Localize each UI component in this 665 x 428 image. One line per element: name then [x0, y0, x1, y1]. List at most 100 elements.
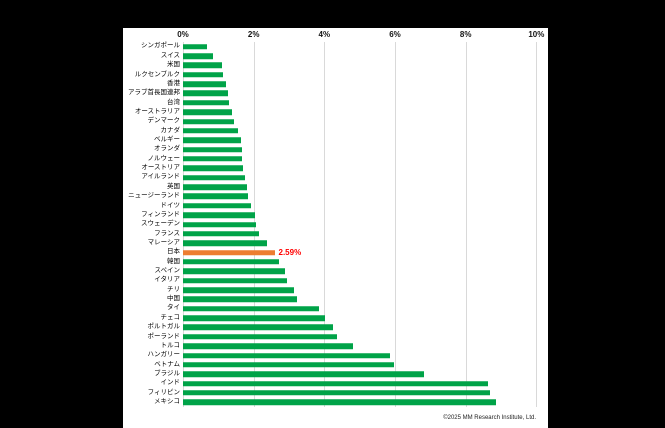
- country-label: オーストリア: [141, 164, 180, 172]
- bar: [183, 90, 228, 97]
- country-label: タイ: [167, 304, 180, 312]
- bar: [183, 212, 255, 218]
- bar-track: [183, 173, 548, 182]
- country-label: イタリア: [154, 276, 180, 284]
- bar: [183, 380, 489, 387]
- bar-row: メキシコ: [123, 398, 548, 407]
- x-axis-tick: 10%: [528, 30, 545, 39]
- highlight-value-label: 2.59%: [278, 247, 302, 257]
- bar: [183, 343, 354, 349]
- bar-track: [183, 164, 548, 173]
- bar: [183, 305, 320, 312]
- bar-row: スイス: [123, 51, 548, 60]
- bar-rows: シンガポール スイス 米国 ルクセンブルク 香港アラブ首長国連邦 台湾 オーストラリアデンマ…: [123, 42, 548, 407]
- country-label: 台湾: [167, 98, 180, 106]
- country-label: 香港: [167, 79, 180, 87]
- bar-row: オーストリア: [123, 164, 548, 173]
- bar-track: [183, 285, 548, 294]
- bar: [183, 399, 497, 406]
- bar-row: ノルウェー: [123, 154, 548, 163]
- bar-row: 米国: [123, 61, 548, 70]
- bar-track: [183, 313, 548, 322]
- bar-track: [183, 210, 548, 219]
- bar-row: ベトナム: [123, 360, 548, 369]
- country-label: ハンガリー: [147, 351, 181, 359]
- bar-row: トルコ: [123, 342, 548, 351]
- x-axis-tick: 4%: [318, 30, 331, 39]
- bar-track: [183, 182, 548, 191]
- gridline: [324, 42, 326, 407]
- country-label: インド: [160, 379, 181, 387]
- gridline: [394, 42, 396, 407]
- chart-panel: 0% 2% 4% 6% 8% 10% シンガポール スイス 米国 ルクセンブルク 香港 アラブ首長国…: [123, 28, 548, 428]
- bar-track: [183, 267, 548, 276]
- bar-track: [183, 239, 548, 248]
- bar-track: [183, 70, 548, 79]
- bar-track: [183, 257, 548, 266]
- bar: [183, 72, 224, 78]
- bar: [183, 100, 229, 106]
- country-label: 日本: [167, 248, 180, 256]
- bar: [183, 203, 251, 209]
- country-label: チリ: [167, 285, 180, 293]
- bar-row: デンマーク: [123, 117, 548, 126]
- x-axis-tick: 0%: [177, 30, 189, 39]
- country-label: ブラジル: [154, 370, 180, 377]
- bar-row: ルクセンブルク: [123, 70, 548, 79]
- country-label: ニュージーランド: [128, 192, 180, 200]
- bar: [183, 62, 222, 69]
- bar: [183, 109, 232, 115]
- bar-track: [183, 145, 548, 154]
- bar-row: ポーランド: [123, 332, 548, 341]
- bar: [183, 287, 295, 293]
- bar-track: [183, 108, 548, 117]
- bar-row: フィリピン: [123, 388, 548, 397]
- bar-row: 英国: [123, 182, 548, 191]
- country-label: 英国: [167, 182, 180, 190]
- bar-track: [183, 379, 548, 388]
- bar: [183, 165, 244, 172]
- bar-row: ニュージーランド: [123, 192, 548, 201]
- country-label: 米国: [167, 61, 180, 69]
- bar-track: [183, 276, 548, 285]
- bar-row: アラブ首長国連邦: [123, 89, 548, 98]
- bar-row: オーストラリア: [123, 108, 548, 117]
- bar-row: マレーシア: [123, 239, 548, 248]
- bar: [183, 221, 256, 228]
- bar-row: チリ: [123, 285, 548, 294]
- bar-track: [183, 61, 548, 70]
- bar: [183, 277, 288, 284]
- bar-row: カナダ: [123, 126, 548, 135]
- bar-track: [183, 388, 548, 397]
- bar: [183, 371, 425, 377]
- bar: [183, 390, 490, 396]
- country-label: オーストラリア: [134, 107, 180, 115]
- bar-row: チェコ: [123, 313, 548, 322]
- bar: [183, 53, 213, 59]
- country-label: ポーランド: [147, 332, 181, 340]
- country-label: フィンランド: [141, 210, 180, 218]
- bar: [183, 352, 391, 359]
- bar: [183, 268, 286, 275]
- bar: [183, 240, 267, 246]
- country-label: スウェーデン: [141, 220, 180, 228]
- bar-row: 香港: [123, 79, 548, 88]
- x-axis-tick: 8%: [459, 30, 472, 39]
- bar-row: フィンランド: [123, 210, 548, 219]
- bar-row: ドイツ: [123, 201, 548, 210]
- bar-track: [183, 220, 548, 229]
- bar-row: ブラジル: [123, 370, 548, 379]
- bar-track: [183, 154, 548, 163]
- bar-track: [183, 342, 548, 351]
- bar: [183, 137, 241, 144]
- bar: [183, 231, 259, 237]
- bar: [183, 324, 334, 331]
- bar-track: [183, 192, 548, 201]
- highlight-bar: [183, 249, 275, 256]
- bar-row: インド: [123, 379, 548, 388]
- bar-track: 2.59%: [183, 248, 548, 257]
- bar-row: 中国: [123, 295, 548, 304]
- gridline: [536, 42, 538, 407]
- country-label: シンガポール: [141, 42, 180, 50]
